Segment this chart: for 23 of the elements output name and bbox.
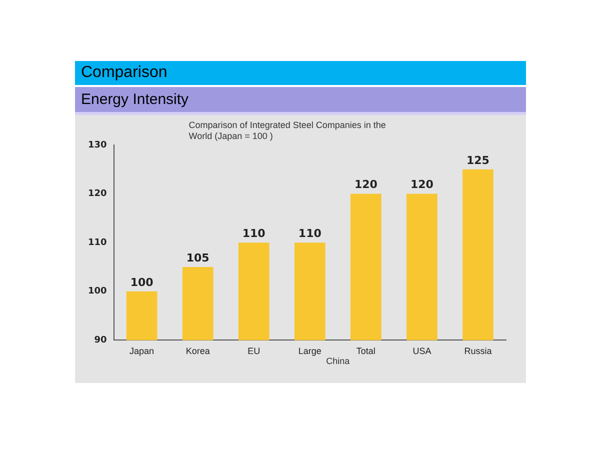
x-tick-label: Japan [130,346,154,356]
data-label: 110 [242,226,266,240]
y-tick-label: 120 [88,189,107,200]
chart-subtitle: Energy Intensity [75,87,526,115]
data-label: 110 [298,226,322,240]
data-label: 120 [354,178,378,192]
x-tick-label: USA [412,346,432,356]
y-tick-label: 90 [94,336,107,346]
x-tick-label: EU [248,346,260,356]
y-tick-label: 100 [88,286,107,297]
data-label: 120 [410,178,434,192]
data-label: 125 [466,154,490,167]
text: China [326,356,350,366]
data-label: 100 [130,276,154,289]
y-tick-label: 130 [88,140,107,150]
x-tick-label: Large [298,346,322,356]
x-tick-label: Total [356,346,376,356]
x-tick-label: Korea [186,346,210,356]
text: Comparison of Integrated Steel Companies in the World (Japan = 100 ) [188,120,386,141]
chart-title: Comparison [75,61,526,87]
data-label: 105 [186,251,210,264]
x-tick-label: Russia [464,346,492,356]
y-tick-label: 110 [88,238,107,248]
